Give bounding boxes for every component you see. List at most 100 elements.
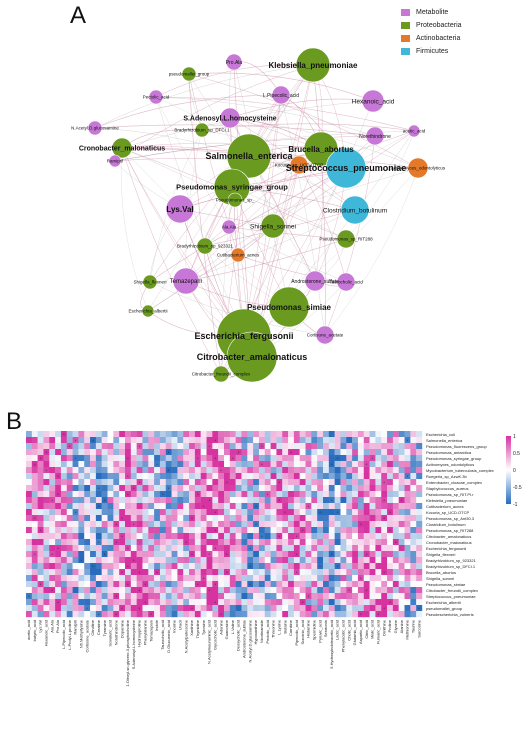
heatmap-cell [387, 587, 394, 594]
heatmap-cell [410, 581, 417, 588]
network-node [212, 365, 230, 383]
significance-mark: * [261, 462, 263, 467]
heatmap-cell [171, 521, 178, 528]
heatmap-cell [323, 461, 330, 468]
heatmap-cell [66, 605, 73, 612]
heatmap-cell [340, 515, 347, 522]
heatmap-cell [55, 569, 62, 576]
legend-label: Proteobacteria [416, 22, 462, 29]
heatmap-cell [212, 473, 219, 480]
heatmap-cell [369, 527, 376, 534]
heatmap-cell [37, 455, 44, 462]
heatmap-cell [381, 467, 388, 474]
heatmap-cell [276, 491, 283, 498]
heatmap-cell [235, 545, 242, 552]
heatmap-cell [229, 437, 236, 444]
heatmap-cell [206, 563, 213, 570]
heatmap-cell [212, 539, 219, 546]
heatmap-row-label: Cronobacter_malonaticus [426, 540, 472, 545]
heatmap-cell [398, 515, 405, 522]
heatmap-cell [247, 527, 254, 534]
network-node [87, 120, 103, 136]
heatmap-cell [293, 587, 300, 594]
heatmap-cell [352, 527, 359, 534]
heatmap-cell [200, 497, 207, 504]
heatmap-cell [55, 449, 62, 456]
heatmap-cell [352, 503, 359, 510]
heatmap-cell [381, 461, 388, 468]
heatmap-cell [276, 575, 283, 582]
heatmap-cell [90, 437, 97, 444]
heatmap-cell [346, 557, 353, 564]
heatmap-cell [224, 473, 231, 480]
heatmap-cell [311, 539, 318, 546]
heatmap-cell [200, 461, 207, 468]
significance-mark: * [145, 582, 147, 587]
heatmap-cell [346, 527, 353, 534]
heatmap-cell [78, 539, 85, 546]
heatmap-cell [189, 467, 196, 474]
heatmap-cell [37, 431, 44, 438]
heatmap-cell [235, 599, 242, 606]
network-edge [243, 64, 314, 337]
network-node [226, 331, 278, 383]
heatmap-cell [165, 491, 172, 498]
heatmap-cell [235, 551, 242, 558]
network-node [295, 47, 331, 83]
significance-mark: * [360, 576, 362, 581]
heatmap-cell [31, 539, 38, 546]
heatmap-cell [218, 575, 225, 582]
heatmap-cell [171, 449, 178, 456]
heatmap-cell [357, 479, 364, 486]
heatmap-cell [142, 491, 149, 498]
heatmap-cell [31, 551, 38, 558]
heatmap-cell [363, 581, 370, 588]
heatmap-cell [183, 569, 190, 576]
heatmap-cell [165, 473, 172, 480]
heatmap-cell [84, 533, 91, 540]
heatmap-cell [276, 593, 283, 600]
heatmap-cell [264, 479, 271, 486]
heatmap-cell [37, 605, 44, 612]
heatmap-cell [229, 581, 236, 588]
heatmap-cell [206, 599, 213, 606]
heatmap-cell [177, 485, 184, 492]
heatmap-cell [229, 491, 236, 498]
heatmap-cell [258, 521, 265, 528]
heatmap-cell [183, 593, 190, 600]
network-node [260, 213, 286, 239]
heatmap-cell [317, 533, 324, 540]
heatmap-cell [142, 587, 149, 594]
heatmap-cell [247, 521, 254, 528]
heatmap-cell [31, 431, 38, 438]
heatmap-cell [282, 485, 289, 492]
heatmap-cell [288, 473, 295, 480]
network-edge [251, 100, 374, 358]
heatmap-cell [317, 437, 324, 444]
heatmap-cell [95, 485, 102, 492]
heatmap-cell [95, 545, 102, 552]
heatmap-cell [317, 581, 324, 588]
heatmap-cell [404, 539, 411, 546]
heatmap-cell [305, 557, 312, 564]
heatmap-cell [235, 521, 242, 528]
heatmap-cell [43, 593, 50, 600]
heatmap-cell [90, 533, 97, 540]
heatmap-cell [212, 437, 219, 444]
heatmap-cell [293, 605, 300, 612]
heatmap-cell [84, 497, 91, 504]
heatmap-cell [177, 437, 184, 444]
heatmap-cell [375, 557, 382, 564]
heatmap-cell [258, 557, 265, 564]
heatmap-cell [352, 473, 359, 480]
heatmap-cell [218, 431, 225, 438]
heatmap-cell [293, 599, 300, 606]
heatmap-cell [357, 455, 364, 462]
heatmap-cell [346, 551, 353, 558]
network-edge [345, 130, 415, 240]
network-edge [228, 226, 347, 283]
heatmap-cell [241, 599, 248, 606]
heatmap-cell [37, 479, 44, 486]
heatmap-cell [37, 443, 44, 450]
heatmap-cell [26, 587, 33, 594]
